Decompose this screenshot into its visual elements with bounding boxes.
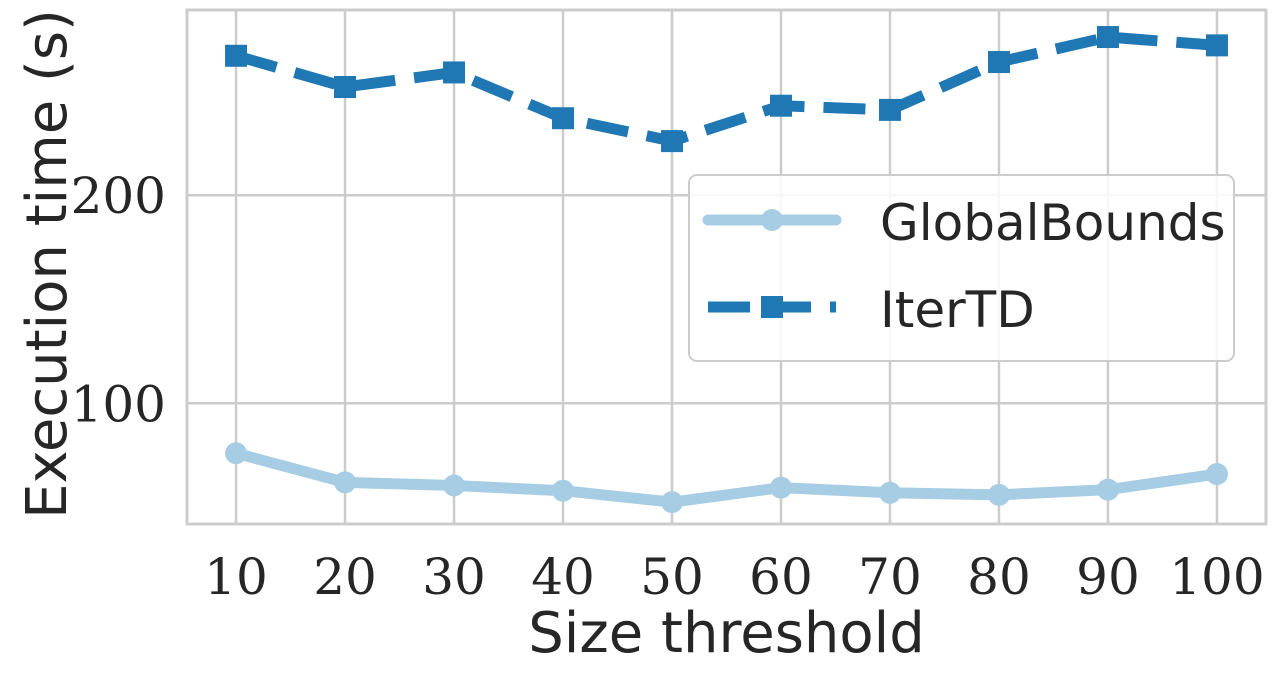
point-globalbounds-50 bbox=[661, 491, 684, 514]
point-globalbounds-30 bbox=[443, 474, 466, 497]
x-tick-label: 100 bbox=[1169, 548, 1264, 606]
x-tick-label: 40 bbox=[531, 548, 595, 606]
x-axis-label: Size threshold bbox=[528, 601, 924, 666]
legend-item-globalbounds: GlobalBounds bbox=[702, 194, 1226, 252]
x-tick-label: 30 bbox=[422, 548, 486, 606]
legend-label-globalbounds: GlobalBounds bbox=[880, 194, 1226, 252]
legend-marker-itertd bbox=[761, 296, 783, 318]
x-tick-label: 80 bbox=[967, 548, 1031, 606]
point-itertd-70 bbox=[878, 98, 901, 121]
point-itertd-100 bbox=[1205, 34, 1228, 57]
legend: GlobalBounds IterTD bbox=[688, 174, 1235, 362]
legend-label-itertd: IterTD bbox=[880, 281, 1035, 339]
point-globalbounds-80 bbox=[987, 483, 1010, 506]
x-tick-label: 10 bbox=[204, 548, 268, 606]
series-layer bbox=[225, 26, 1228, 514]
point-itertd-30 bbox=[443, 61, 466, 84]
y-tick-label: 200 bbox=[71, 167, 166, 225]
point-itertd-50 bbox=[661, 130, 684, 153]
x-tick-label: 70 bbox=[858, 548, 922, 606]
x-tick-label: 50 bbox=[640, 548, 704, 606]
point-itertd-10 bbox=[225, 44, 248, 67]
point-itertd-80 bbox=[987, 51, 1010, 74]
point-itertd-20 bbox=[334, 75, 357, 98]
y-tick-label: 100 bbox=[71, 375, 166, 433]
point-globalbounds-70 bbox=[878, 481, 901, 504]
plot-frame bbox=[185, 8, 1268, 526]
point-globalbounds-100 bbox=[1205, 463, 1228, 486]
x-tick-label: 60 bbox=[749, 548, 813, 606]
point-globalbounds-60 bbox=[769, 476, 792, 499]
point-itertd-90 bbox=[1096, 26, 1119, 49]
series-line-globalbounds bbox=[230, 447, 1223, 508]
point-globalbounds-90 bbox=[1096, 478, 1119, 501]
point-globalbounds-10 bbox=[225, 442, 248, 465]
point-itertd-40 bbox=[552, 107, 575, 130]
y-axis-label: Execution time (s) bbox=[15, 9, 80, 519]
legend-marker-globalbounds bbox=[761, 209, 783, 231]
point-globalbounds-40 bbox=[552, 479, 575, 502]
x-tick-label: 90 bbox=[1076, 548, 1140, 606]
series-line-itertd bbox=[234, 31, 1218, 147]
point-globalbounds-20 bbox=[334, 471, 357, 494]
legend-item-itertd: IterTD bbox=[708, 281, 1035, 339]
point-itertd-60 bbox=[769, 94, 792, 117]
tick-labels: 10 20 30 40 50 60 70 80 90 100 100 200 bbox=[71, 167, 1265, 606]
x-tick-label: 20 bbox=[313, 548, 377, 606]
